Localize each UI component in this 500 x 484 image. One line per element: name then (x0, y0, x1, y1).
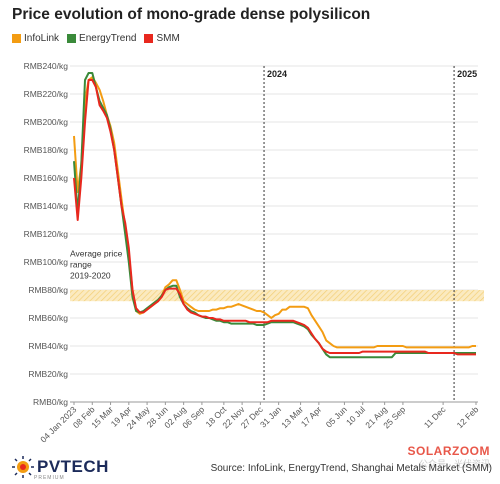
watermark-sub: 公众号 · 光伏资讯 (419, 459, 490, 469)
year-marker-label: 2024 (267, 69, 287, 79)
legend-label-infolink: InfoLink (24, 33, 60, 44)
legend-swatch-smm (144, 34, 154, 43)
year-marker-label: 2025 (457, 69, 477, 79)
chart-grid (70, 65, 478, 403)
legend-item-smm: SMM (144, 33, 180, 44)
y-tick-label: RMB140/kg (24, 201, 69, 211)
y-tick-label: RMB80/kg (28, 285, 68, 295)
y-tick-label: RMB240/kg (24, 61, 69, 71)
average-price-band (70, 290, 484, 302)
series-layer (73, 72, 476, 359)
x-tick-label: 12 Feb (455, 404, 481, 430)
y-tick-label: RMB120/kg (24, 229, 69, 239)
y-tick-label: RMB200/kg (24, 117, 69, 127)
legend-swatch-infolink (12, 34, 21, 43)
year-markers: 2024 2025 (263, 66, 477, 402)
chart-legend: InfoLink EnergyTrend SMM (12, 33, 180, 44)
sun-logo-icon (12, 456, 34, 478)
band-label: Average price range 2019-2020 (70, 248, 123, 280)
x-tick-label: 31 Jan (258, 404, 283, 429)
y-tick-label: RMB20/kg (28, 369, 68, 379)
chart-title: Price evolution of mono-grade dense poly… (12, 6, 371, 23)
logo-subtext: PREMIUM (34, 475, 65, 481)
x-tick-label: 13 Mar (279, 404, 305, 430)
y-tick-label: RMB180/kg (24, 145, 69, 155)
y-tick-label: RMB40/kg (28, 341, 68, 351)
legend-label-energytrend: EnergyTrend (79, 33, 137, 44)
legend-item-energytrend: EnergyTrend (67, 33, 136, 44)
pvtech-logo: PVTECH PREMIUM (12, 456, 109, 481)
watermark: SOLARZOOM (407, 444, 490, 458)
legend-swatch-energytrend (67, 34, 77, 43)
y-axis: RMB0/kg RMB20/kg RMB40/kg RMB60/kg RMB80/kg R… (24, 61, 69, 407)
y-tick-label: RMB100/kg (24, 257, 69, 267)
x-tick-label: 17 Apr (299, 404, 324, 429)
y-tick-label: RMB60/kg (28, 313, 68, 323)
series-line-smm (73, 79, 476, 356)
y-tick-label: RMB0/kg (33, 397, 68, 407)
x-tick-label: 11 Dec (422, 404, 448, 430)
y-tick-label: RMB160/kg (24, 173, 69, 183)
y-tick-label: RMB220/kg (24, 89, 69, 99)
legend-label-smm: SMM (156, 33, 180, 44)
price-band-layer: Average price range 2019-2020 (70, 248, 484, 302)
legend-item-infolink: InfoLink (12, 33, 59, 44)
source-note: Source: InfoLink, EnergyTrend, Shanghai … (210, 463, 492, 474)
x-tick-label: 05 Jun (324, 404, 349, 429)
logo-text: PVTECH (37, 457, 109, 476)
